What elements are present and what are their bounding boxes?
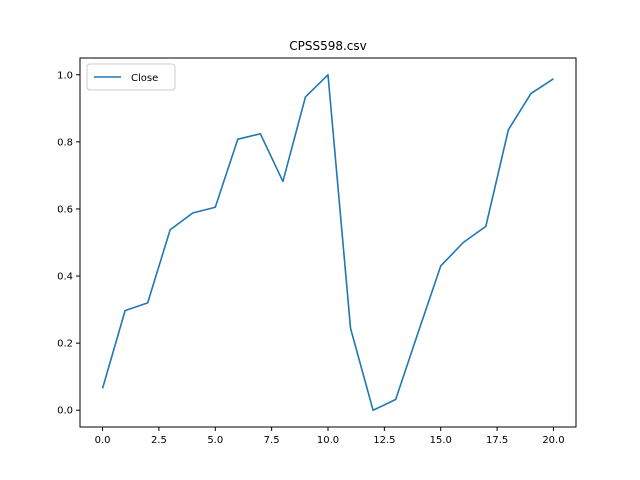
- y-tick-label: 0.8: [57, 137, 73, 148]
- x-tick-label: 15.0: [430, 435, 452, 446]
- x-tick-label: 0.0: [95, 435, 111, 446]
- y-tick-label: 0.2: [57, 339, 73, 350]
- x-tick-label: 17.5: [486, 435, 508, 446]
- x-tick-label: 10.0: [317, 435, 339, 446]
- plot-frame: [79, 57, 577, 428]
- y-tick-label: 1.0: [57, 70, 73, 81]
- legend-box: [86, 63, 176, 91]
- chart-title: CPSS598.csv: [289, 39, 367, 53]
- x-tick-label: 20.0: [542, 435, 564, 446]
- x-tick-label: 5.0: [207, 435, 223, 446]
- x-tick-label: 2.5: [151, 435, 167, 446]
- x-tick-label: 7.5: [264, 435, 280, 446]
- series-layer: [101, 73, 554, 412]
- series-line-close: [101, 73, 554, 412]
- legend: Close: [86, 63, 176, 91]
- x-tick-label: 12.5: [373, 435, 395, 446]
- y-axis: 0.0 0.2 0.4 0.6 0.8 1.0: [57, 70, 80, 417]
- legend-label: Close: [131, 73, 158, 84]
- y-tick-label: 0.4: [57, 272, 73, 283]
- y-tick-label: 0.6: [57, 204, 73, 215]
- x-axis: 0.0 2.5 5.0 7.5 10.0 12.5 15.0 17.5 20.0: [95, 427, 565, 446]
- y-tick-label: 0.0: [57, 406, 73, 417]
